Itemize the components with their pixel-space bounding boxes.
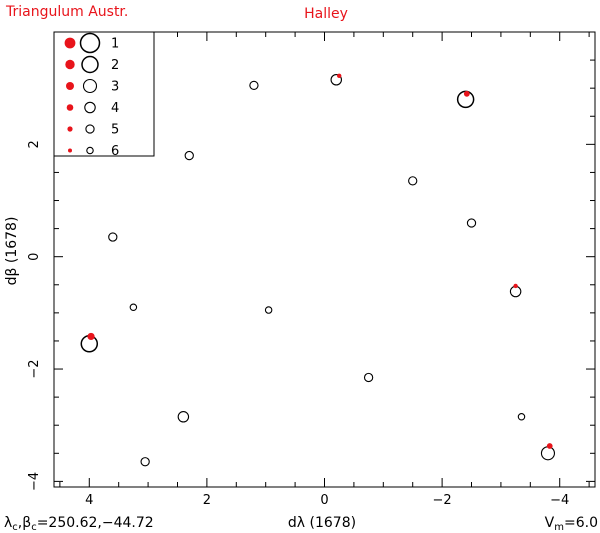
star-marker — [140, 457, 150, 467]
legend-open-marker — [82, 78, 98, 94]
x-axis-label: dλ (1678) — [288, 515, 356, 531]
star-marker — [177, 411, 190, 423]
legend-open-marker — [85, 124, 95, 134]
y-axis-label: dβ (1678) — [4, 217, 20, 286]
star-marker — [540, 446, 556, 461]
beta-symbol: β — [22, 515, 31, 531]
legend-label: 3 — [111, 80, 119, 95]
comet-position — [546, 443, 553, 449]
coordinate-values: =250.62,−44.72 — [37, 515, 154, 531]
magnitude-subscript: m — [554, 522, 564, 533]
legend-label: 2 — [111, 58, 119, 73]
constellation-label: Triangulum Austr. — [5, 4, 128, 20]
legend-filled-marker — [66, 104, 74, 111]
legend-box — [53, 31, 155, 157]
legend-open-marker — [81, 55, 99, 74]
y-tick-label: 2 — [27, 140, 42, 148]
coordinate-separator: , — [18, 515, 22, 531]
star-marker — [264, 306, 273, 314]
star-marker — [363, 372, 374, 383]
comet-position — [463, 90, 470, 97]
plot-area: 4 2 0 −2 −4 −4 −2 0 2 — [27, 31, 596, 508]
legend-label: 5 — [111, 123, 119, 138]
lambda-subscript: c — [12, 522, 18, 533]
star-marker — [184, 150, 194, 161]
legend-filled-marker — [64, 37, 76, 49]
beta-subscript: c — [31, 522, 37, 533]
y-tick-label: 0 — [27, 253, 42, 261]
y-tick-label: −2 — [27, 359, 42, 378]
legend-filled-marker — [68, 148, 72, 153]
legend-label: 6 — [111, 144, 119, 159]
star-marker — [408, 176, 418, 186]
comet-position — [337, 73, 342, 79]
y-axis-label-text: dβ (1678) — [4, 217, 20, 286]
legend-filled-marker — [67, 126, 73, 132]
star-marker — [249, 80, 259, 91]
comet-position — [87, 332, 95, 341]
legend-open-marker — [86, 146, 94, 155]
magnitude-value: =6.0 — [564, 515, 598, 531]
chart-title: Halley — [304, 6, 348, 22]
center-coordinates: λc,βc=250.62,−44.72 — [4, 515, 154, 533]
magnitude-legend: 1 2 3 4 5 6 — [53, 31, 155, 159]
comet-position — [513, 283, 518, 289]
x-tick-label: 0 — [320, 493, 328, 508]
lambda-symbol: λ — [4, 515, 12, 531]
legend-open-marker — [84, 101, 96, 114]
legend-filled-marker — [66, 82, 74, 90]
star-marker — [466, 218, 477, 228]
magnitude-symbol: V — [545, 515, 555, 531]
legend-open-marker — [79, 32, 101, 54]
x-tick-label: 2 — [203, 493, 211, 508]
x-tick-label: −2 — [433, 493, 452, 508]
star-marker — [517, 413, 526, 421]
x-tick-label: −4 — [550, 493, 569, 508]
y-tick-label: −4 — [27, 472, 42, 491]
star-marker — [330, 73, 343, 86]
comet-track — [87, 73, 553, 449]
axis-tick-labels: 4 2 0 −2 −4 −4 −2 0 2 — [27, 140, 569, 508]
legend-filled-marker — [65, 59, 75, 70]
limiting-magnitude: Vm=6.0 — [545, 515, 598, 533]
star-marker — [108, 232, 118, 242]
x-tick-label: 4 — [85, 493, 93, 508]
legend-label: 4 — [111, 101, 119, 116]
legend-label: 1 — [111, 37, 119, 52]
star-marker — [129, 303, 138, 311]
